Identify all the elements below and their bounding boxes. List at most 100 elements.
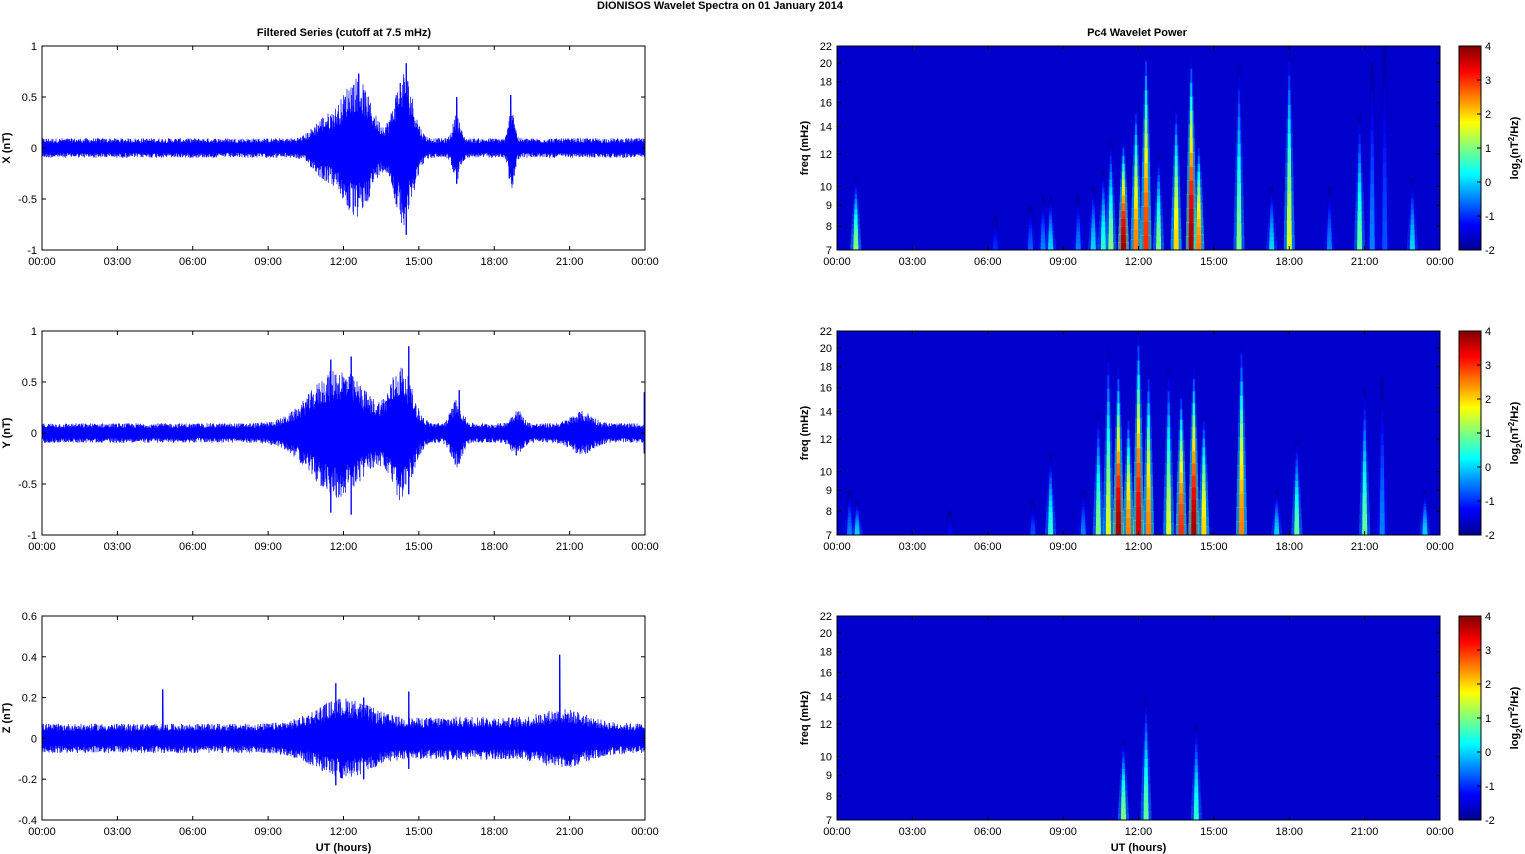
burst-core [1135,123,1137,135]
burst-core [1286,235,1292,251]
burst-core [1048,506,1053,513]
burst-core [1370,169,1374,184]
burst-core [1028,243,1033,248]
burst-core [1166,474,1171,488]
burst-core [1156,202,1161,210]
burst-core [1381,410,1384,423]
burst-core [1048,246,1054,251]
burst-core [1106,414,1110,429]
x-tick-label: 09:00 [254,256,282,268]
burst-core [1030,525,1036,529]
wavelet-burst [1140,696,1152,821]
burst-core [1157,154,1160,162]
burst-core [1110,147,1112,156]
burst-core [1202,438,1205,448]
burst-core [1121,234,1126,243]
burst-core [1195,737,1198,746]
burst-core [1193,806,1199,814]
burst-core [1288,46,1290,62]
burst-core [1237,156,1241,171]
burst-core [1101,232,1106,239]
burst-core [1121,779,1126,786]
burst-core [1382,162,1387,178]
burst-core [855,520,859,524]
burst-core [948,516,952,519]
burst-core [1109,163,1112,172]
burst-core [1362,482,1367,494]
y-tick-label: 9 [826,200,832,212]
burst-core [1126,517,1131,527]
burst-core [855,517,859,521]
burst-core [1196,226,1201,235]
burst-core [1410,219,1415,225]
burst-core [854,213,858,220]
burst-core [1090,240,1096,246]
burst-core [1371,89,1374,104]
colorbar-tick-label: -1 [1485,781,1495,793]
burst-core [1295,459,1298,467]
burst-core [1029,221,1032,225]
y-tick-label: 18 [820,647,832,659]
burst-core [1077,195,1079,200]
burst-core [994,215,996,219]
burst-core [1096,508,1101,518]
burst-core [1194,765,1198,773]
burst-core [1126,482,1131,492]
burst-core [1134,155,1138,167]
burst-core [1237,103,1241,117]
burst-core [1239,479,1244,494]
burst-core [1194,758,1198,766]
burst-core [1190,54,1192,69]
burst-core [1237,169,1241,184]
wavelet-burst [1072,195,1084,251]
burst-core [1048,234,1053,239]
burst-core [1191,486,1196,500]
y-tick-label: 8 [826,506,832,518]
burst-core [1240,409,1243,424]
burst-core [1422,522,1427,526]
burst-core [1195,724,1197,732]
burst-core [1423,506,1427,510]
burst-core [1107,374,1110,389]
y-tick-label: 7 [826,530,832,542]
burst-core [1109,194,1113,204]
burst-core [1122,751,1125,758]
burst-core [1270,213,1274,219]
burst-core [1197,202,1201,212]
y-axis-label: Z (nT) [1,702,13,733]
burst-core [1166,511,1171,524]
burst-core [1029,208,1032,213]
burst-core [1157,188,1160,196]
burst-core [993,235,998,239]
burst-core [1048,494,1053,501]
y-tick-label: 12 [820,719,832,731]
burst-core [1133,207,1139,219]
burst-core [1147,402,1150,416]
colorbar-tick-label: -2 [1485,530,1495,542]
burst-core [1236,236,1242,251]
burst-core [1197,187,1201,196]
x-tick-label: 09:00 [1049,256,1077,268]
burst-core [1287,206,1292,222]
wavelet-burst [1112,366,1124,536]
y-tick-label: 20 [820,343,832,355]
burst-core [1424,493,1426,498]
burst-core [1107,401,1110,416]
burst-core [854,188,857,194]
burst-core [1369,223,1375,238]
burst-core [1096,455,1100,465]
burst-core [1239,521,1244,536]
burst-core [1363,408,1366,420]
burst-core [1270,186,1273,192]
y-tick-label: -0.5 [18,194,37,206]
burst-core [855,522,860,526]
burst-core [1288,60,1291,76]
burst-core [1105,521,1111,536]
burst-core [1041,226,1045,232]
burst-core [1240,367,1243,382]
burst-core [1327,240,1332,246]
wavelet-burst [944,511,956,536]
burst-core [1363,429,1366,441]
x-tick-label: 18:00 [480,256,508,268]
burst-core [1239,451,1244,466]
